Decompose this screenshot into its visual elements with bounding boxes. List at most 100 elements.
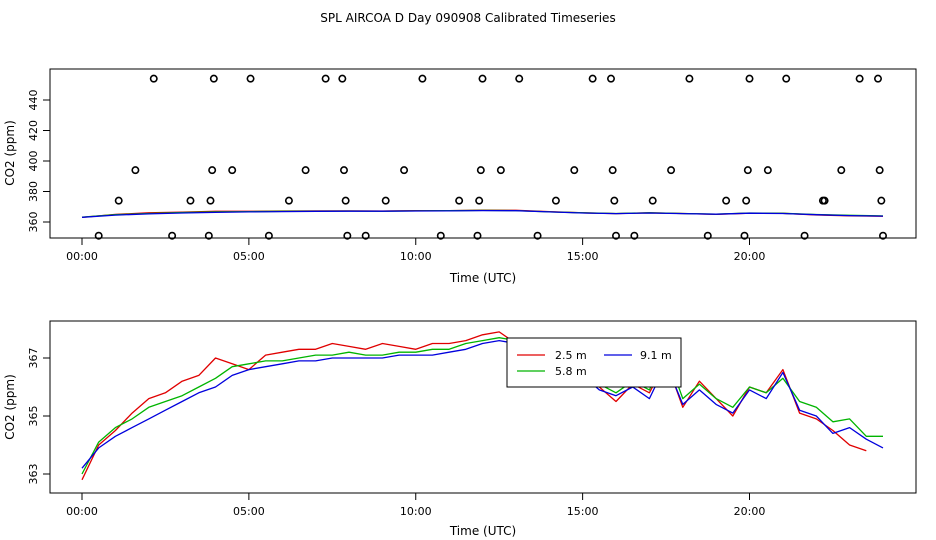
- timeseries-panel: 00:00 05:00 10:00 15:00 20:00 363 365 367 Time…: [3, 320, 917, 538]
- scatter-point: [475, 196, 484, 205]
- scatter-point: [114, 196, 123, 205]
- timeseries-x-tick-label: 00:00: [66, 505, 98, 518]
- scatter-point: [820, 196, 829, 205]
- scatter-point: [284, 196, 293, 205]
- scatter-point: [742, 196, 751, 205]
- legend-label-2.5m: 2.5 m: [555, 349, 587, 362]
- scatter-point: [533, 231, 542, 240]
- scatter-point: [608, 166, 617, 175]
- scatter-point: [570, 166, 579, 175]
- scatter-x-axis-label: Time (UTC): [449, 271, 516, 285]
- scatter-point: [855, 74, 864, 83]
- scatter-y-tick-label: 380: [27, 181, 40, 202]
- timeseries-plot-frame: [49, 320, 917, 494]
- scatter-point: [476, 166, 485, 175]
- scatter-x-tick-label: 05:00: [233, 250, 265, 263]
- scatter-point: [551, 196, 560, 205]
- scatter-point: [400, 166, 409, 175]
- scatter-y-tick-label: 420: [27, 120, 40, 141]
- legend: 2.5 m 9.1 m 5.8 m: [506, 337, 682, 388]
- scatter-x-tick-label: 00:00: [66, 250, 98, 263]
- scatter-point: [478, 74, 487, 83]
- scatter-point: [208, 166, 217, 175]
- scatter-point: [515, 74, 524, 83]
- scatter-point: [743, 166, 752, 175]
- scatter-series-9.1m: [81, 209, 884, 218]
- scatter-point: [648, 196, 657, 205]
- scatter-point: [667, 166, 676, 175]
- scatter-point: [837, 166, 846, 175]
- scatter-point: [496, 166, 505, 175]
- scatter-point: [878, 231, 887, 240]
- scatter-point: [301, 166, 310, 175]
- scatter-point: [763, 166, 772, 175]
- scatter-y-tick-label: 440: [27, 90, 40, 111]
- scatter-x-tick-label: 15:00: [567, 250, 599, 263]
- scatter-points: [94, 74, 887, 240]
- scatter-panel: 00:00 05:00 10:00 15:00 20:00 360 380 400 420 44…: [3, 68, 917, 285]
- scatter-point: [436, 231, 445, 240]
- scatter-point: [588, 74, 597, 83]
- legend-label-5.8m: 5.8 m: [555, 365, 587, 378]
- scatter-point: [455, 196, 464, 205]
- scatter-plot-frame: [49, 68, 917, 239]
- scatter-point: [204, 231, 213, 240]
- timeseries-y-tick-label: 363: [27, 464, 40, 485]
- scatter-point: [339, 166, 348, 175]
- scatter-point: [149, 74, 158, 83]
- timeseries-y-tick-label: 365: [27, 406, 40, 427]
- timeseries-y-tick-label: 367: [27, 348, 40, 369]
- timeseries-series-9.1m: [81, 339, 884, 469]
- timeseries-x-tick-label: 10:00: [400, 505, 432, 518]
- scatter-point: [186, 196, 195, 205]
- legend-box: [506, 337, 682, 388]
- scatter-point: [206, 196, 215, 205]
- scatter-point: [782, 74, 791, 83]
- scatter-point: [606, 74, 615, 83]
- scatter-point: [209, 74, 218, 83]
- timeseries-y-axis-label: CO2 (ppm): [3, 374, 17, 440]
- scatter-point: [94, 231, 103, 240]
- scatter-x-axis: 00:00 05:00 10:00 15:00 20:00: [66, 238, 765, 263]
- scatter-point: [611, 231, 620, 240]
- scatter-point: [873, 74, 882, 83]
- scatter-point: [338, 74, 347, 83]
- scatter-y-tick-label: 400: [27, 151, 40, 172]
- scatter-point: [800, 231, 809, 240]
- scatter-point: [473, 231, 482, 240]
- figure-title: SPL AIRCOA D Day 090908 Calibrated Times…: [320, 11, 615, 25]
- timeseries-lines: [81, 331, 884, 481]
- scatter-point: [131, 166, 140, 175]
- scatter-point: [877, 196, 886, 205]
- timeseries-x-tick-label: 20:00: [734, 505, 766, 518]
- scatter-point: [418, 74, 427, 83]
- scatter-point: [361, 231, 370, 240]
- timeseries-y-axis: 363 365 367: [27, 348, 50, 485]
- timeseries-x-tick-label: 05:00: [233, 505, 265, 518]
- scatter-point: [321, 74, 330, 83]
- scatter-point: [875, 166, 884, 175]
- timeseries-x-tick-label: 15:00: [567, 505, 599, 518]
- scatter-y-axis-label: CO2 (ppm): [3, 120, 17, 186]
- scatter-point: [246, 74, 255, 83]
- scatter-point: [343, 231, 352, 240]
- scatter-point: [745, 74, 754, 83]
- legend-label-9.1m: 9.1 m: [640, 349, 672, 362]
- scatter-point: [740, 231, 749, 240]
- scatter-point: [381, 196, 390, 205]
- timeseries-x-axis: 00:00 05:00 10:00 15:00 20:00: [66, 493, 765, 518]
- scatter-trend-lines: [81, 209, 884, 219]
- scatter-point: [264, 231, 273, 240]
- timeseries-series-5.8m: [81, 337, 883, 475]
- timeseries-x-axis-label: Time (UTC): [449, 524, 516, 538]
- scatter-x-tick-label: 10:00: [400, 250, 432, 263]
- scatter-y-axis: 360 380 400 420 440: [27, 90, 50, 233]
- scatter-point: [630, 231, 639, 240]
- scatter-point: [610, 196, 619, 205]
- scatter-point: [168, 231, 177, 240]
- scatter-point: [722, 196, 731, 205]
- scatter-x-tick-label: 20:00: [734, 250, 766, 263]
- scatter-point: [685, 74, 694, 83]
- scatter-point: [228, 166, 237, 175]
- scatter-point: [703, 231, 712, 240]
